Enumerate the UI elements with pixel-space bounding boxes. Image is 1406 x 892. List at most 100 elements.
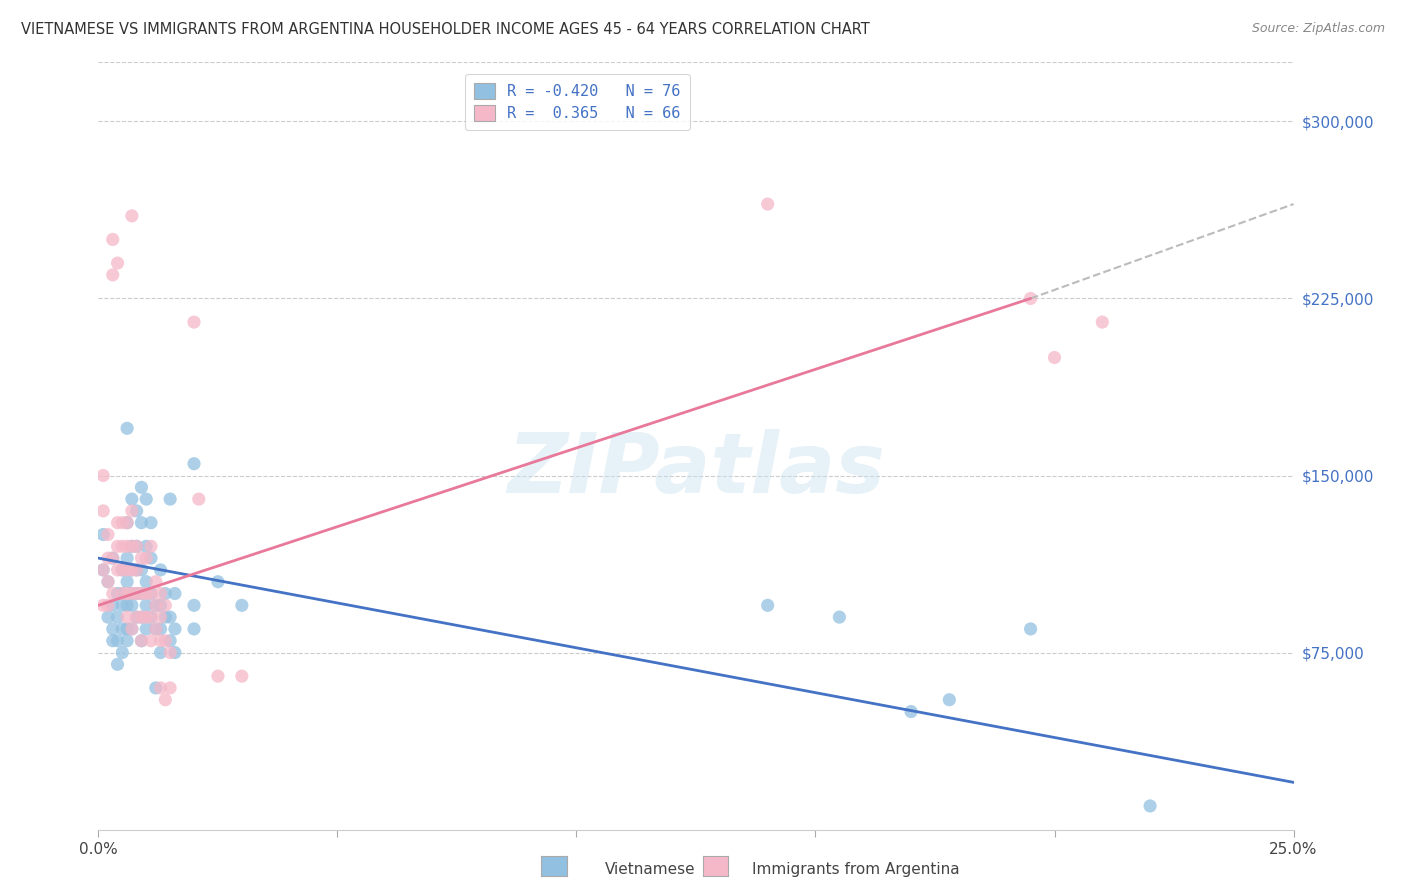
Point bbox=[155, 610, 177, 624]
Point bbox=[828, 610, 851, 624]
Point bbox=[125, 586, 148, 600]
Point bbox=[1043, 351, 1066, 365]
Point bbox=[111, 516, 134, 530]
Point bbox=[111, 586, 134, 600]
Point bbox=[107, 610, 129, 624]
Point bbox=[121, 504, 143, 518]
Point bbox=[91, 599, 114, 613]
Point bbox=[1091, 315, 1114, 329]
Point bbox=[107, 633, 129, 648]
Text: Vietnamese: Vietnamese bbox=[605, 863, 695, 877]
Point bbox=[135, 492, 157, 507]
Point bbox=[231, 599, 253, 613]
Point bbox=[107, 586, 129, 600]
Point bbox=[107, 256, 129, 270]
Point bbox=[145, 622, 167, 636]
Point bbox=[97, 551, 120, 566]
Point bbox=[1139, 799, 1161, 814]
Point bbox=[135, 539, 157, 553]
Point bbox=[135, 610, 157, 624]
Point bbox=[125, 539, 148, 553]
Point bbox=[125, 539, 148, 553]
Point bbox=[101, 599, 124, 613]
Point bbox=[159, 681, 181, 695]
Point bbox=[145, 599, 167, 613]
Point bbox=[97, 574, 120, 589]
Point bbox=[131, 633, 153, 648]
Point bbox=[900, 705, 922, 719]
Point bbox=[131, 610, 153, 624]
Point bbox=[183, 599, 205, 613]
Point bbox=[135, 622, 157, 636]
Point bbox=[101, 633, 124, 648]
Point bbox=[1019, 292, 1042, 306]
Point bbox=[115, 610, 138, 624]
Point bbox=[125, 504, 148, 518]
Point bbox=[135, 586, 157, 600]
Point bbox=[111, 646, 134, 660]
Point bbox=[121, 622, 143, 636]
Point bbox=[183, 622, 205, 636]
Point bbox=[107, 563, 129, 577]
Point bbox=[131, 610, 153, 624]
Point bbox=[111, 622, 134, 636]
Point bbox=[101, 268, 124, 282]
Point bbox=[111, 539, 134, 553]
Point bbox=[139, 633, 162, 648]
Point bbox=[155, 633, 177, 648]
Point bbox=[115, 586, 138, 600]
Point bbox=[107, 657, 129, 672]
Point bbox=[756, 599, 779, 613]
Point bbox=[207, 669, 229, 683]
Point bbox=[101, 622, 124, 636]
Point bbox=[125, 586, 148, 600]
Point bbox=[101, 232, 124, 246]
Point bbox=[97, 574, 120, 589]
Point bbox=[139, 539, 162, 553]
Point bbox=[131, 563, 153, 577]
Point bbox=[121, 539, 143, 553]
Point bbox=[115, 421, 138, 435]
Point bbox=[115, 539, 138, 553]
Point bbox=[91, 468, 114, 483]
Point bbox=[183, 315, 205, 329]
Point bbox=[121, 492, 143, 507]
Point bbox=[125, 563, 148, 577]
Point bbox=[115, 574, 138, 589]
Point bbox=[938, 692, 960, 706]
Point bbox=[145, 574, 167, 589]
Point bbox=[155, 692, 177, 706]
Point bbox=[121, 539, 143, 553]
Point bbox=[131, 516, 153, 530]
Point bbox=[159, 646, 181, 660]
Point bbox=[97, 527, 120, 541]
Point bbox=[149, 599, 172, 613]
Point bbox=[97, 599, 120, 613]
Point bbox=[149, 681, 172, 695]
Point bbox=[131, 633, 153, 648]
Point bbox=[139, 586, 162, 600]
Point bbox=[101, 551, 124, 566]
Point bbox=[111, 563, 134, 577]
Text: Immigrants from Argentina: Immigrants from Argentina bbox=[752, 863, 960, 877]
Point bbox=[183, 457, 205, 471]
Point bbox=[121, 599, 143, 613]
Point bbox=[101, 551, 124, 566]
Point bbox=[91, 527, 114, 541]
Point bbox=[1019, 622, 1042, 636]
Point bbox=[107, 516, 129, 530]
Point bbox=[131, 586, 153, 600]
Point bbox=[115, 622, 138, 636]
Point bbox=[163, 622, 186, 636]
Point bbox=[115, 551, 138, 566]
Point bbox=[107, 539, 129, 553]
Point bbox=[111, 563, 134, 577]
Point bbox=[207, 574, 229, 589]
Point bbox=[121, 622, 143, 636]
Point bbox=[135, 551, 157, 566]
Point bbox=[155, 599, 177, 613]
Text: ZIPatlas: ZIPatlas bbox=[508, 428, 884, 509]
Point bbox=[163, 646, 186, 660]
Point bbox=[111, 586, 134, 600]
Point bbox=[101, 586, 124, 600]
